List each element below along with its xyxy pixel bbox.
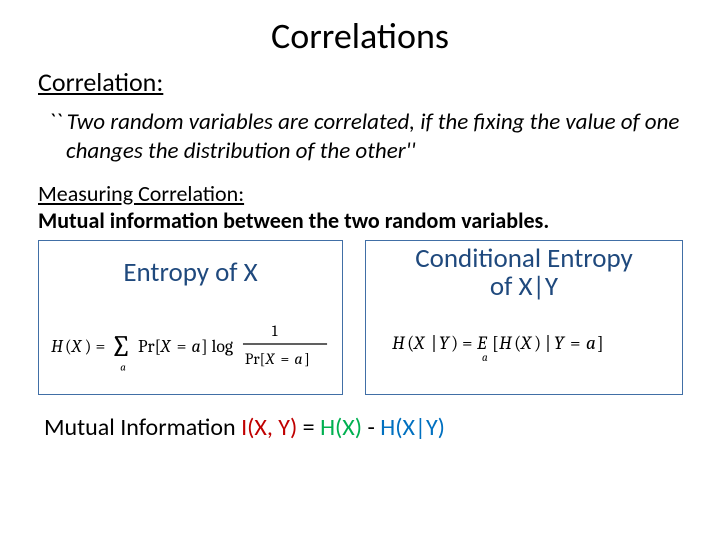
slide-title: Correlations	[30, 14, 690, 58]
svg-text:X: X	[265, 350, 276, 368]
svg-text:] log: ] log	[201, 337, 233, 357]
cond-title-line2: of X|Y	[490, 270, 558, 303]
conditional-entropy-box-title: Conditional Entropy of X|Y	[374, 245, 674, 302]
entropy-formula: H ( X ) = ∑ a Pr[ X = a ] log 1 Pr[ X =	[47, 307, 334, 386]
mi-minus: -	[362, 413, 380, 442]
svg-text:Y: Y	[554, 332, 566, 354]
mi-label: Mutual Information	[44, 413, 241, 442]
svg-text:|: |	[431, 332, 437, 354]
svg-text:a: a	[191, 337, 200, 357]
svg-text:H: H	[392, 332, 406, 354]
conditional-entropy-box: Conditional Entropy of X|Y H ( X | Y ) =…	[365, 240, 683, 395]
mi-function: I(X, Y)	[241, 413, 297, 442]
svg-text:X: X	[413, 332, 426, 354]
svg-text:]: ]	[304, 350, 310, 368]
measuring-heading: Measuring Correlation:	[38, 180, 690, 207]
svg-text:): )	[451, 332, 458, 354]
svg-text:=: =	[462, 332, 473, 354]
svg-text:a: a	[294, 350, 302, 368]
entropy-box-title: Entropy of X	[47, 245, 334, 301]
mi-equals: =	[297, 413, 320, 442]
mi-hx-term: H(X)	[320, 413, 362, 442]
sum-icon: ∑	[110, 330, 131, 364]
conditional-entropy-formula: H ( X | Y ) = E a [ H ( X ) | Y =	[374, 307, 674, 385]
svg-text:X: X	[71, 337, 83, 357]
svg-text:=: =	[570, 332, 581, 354]
svg-text:): )	[534, 332, 541, 354]
svg-text:[: [	[492, 332, 499, 354]
svg-text:a: a	[586, 332, 596, 354]
svg-text:X: X	[520, 332, 533, 354]
svg-text:|: |	[545, 332, 551, 354]
svg-text:a: a	[120, 361, 126, 374]
svg-text:H: H	[499, 332, 513, 354]
measuring-description: Mutual information between the two rando…	[38, 207, 690, 234]
svg-text:(: (	[65, 337, 72, 357]
svg-text:=: =	[177, 337, 187, 357]
svg-text:=: =	[95, 337, 105, 357]
slide-container: Correlations Correlation: `` Two random …	[0, 0, 720, 540]
correlation-definition: `` Two random variables are correlated, …	[48, 108, 680, 166]
svg-text:): )	[85, 337, 92, 357]
svg-text:a: a	[482, 351, 488, 364]
svg-text:=: =	[281, 350, 290, 368]
entropy-box: Entropy of X H ( X ) = ∑ a Pr[ X = a ] l…	[38, 240, 343, 395]
svg-text:1: 1	[272, 322, 278, 340]
svg-text:Y: Y	[439, 332, 451, 354]
mutual-information-line: Mutual Information I(X, Y) = H(X) - H(X|…	[44, 413, 690, 442]
entropy-lhs: H	[51, 337, 64, 357]
svg-text:]: ]	[597, 332, 604, 354]
mi-hxy-term: H(X|Y)	[380, 413, 445, 442]
svg-text:Pr[: Pr[	[245, 350, 265, 368]
svg-text:X: X	[160, 337, 172, 357]
correlation-subheading: Correlation:	[38, 66, 690, 98]
svg-text:Pr[: Pr[	[138, 337, 161, 357]
formula-boxes-row: Entropy of X H ( X ) = ∑ a Pr[ X = a ] l…	[38, 240, 682, 395]
